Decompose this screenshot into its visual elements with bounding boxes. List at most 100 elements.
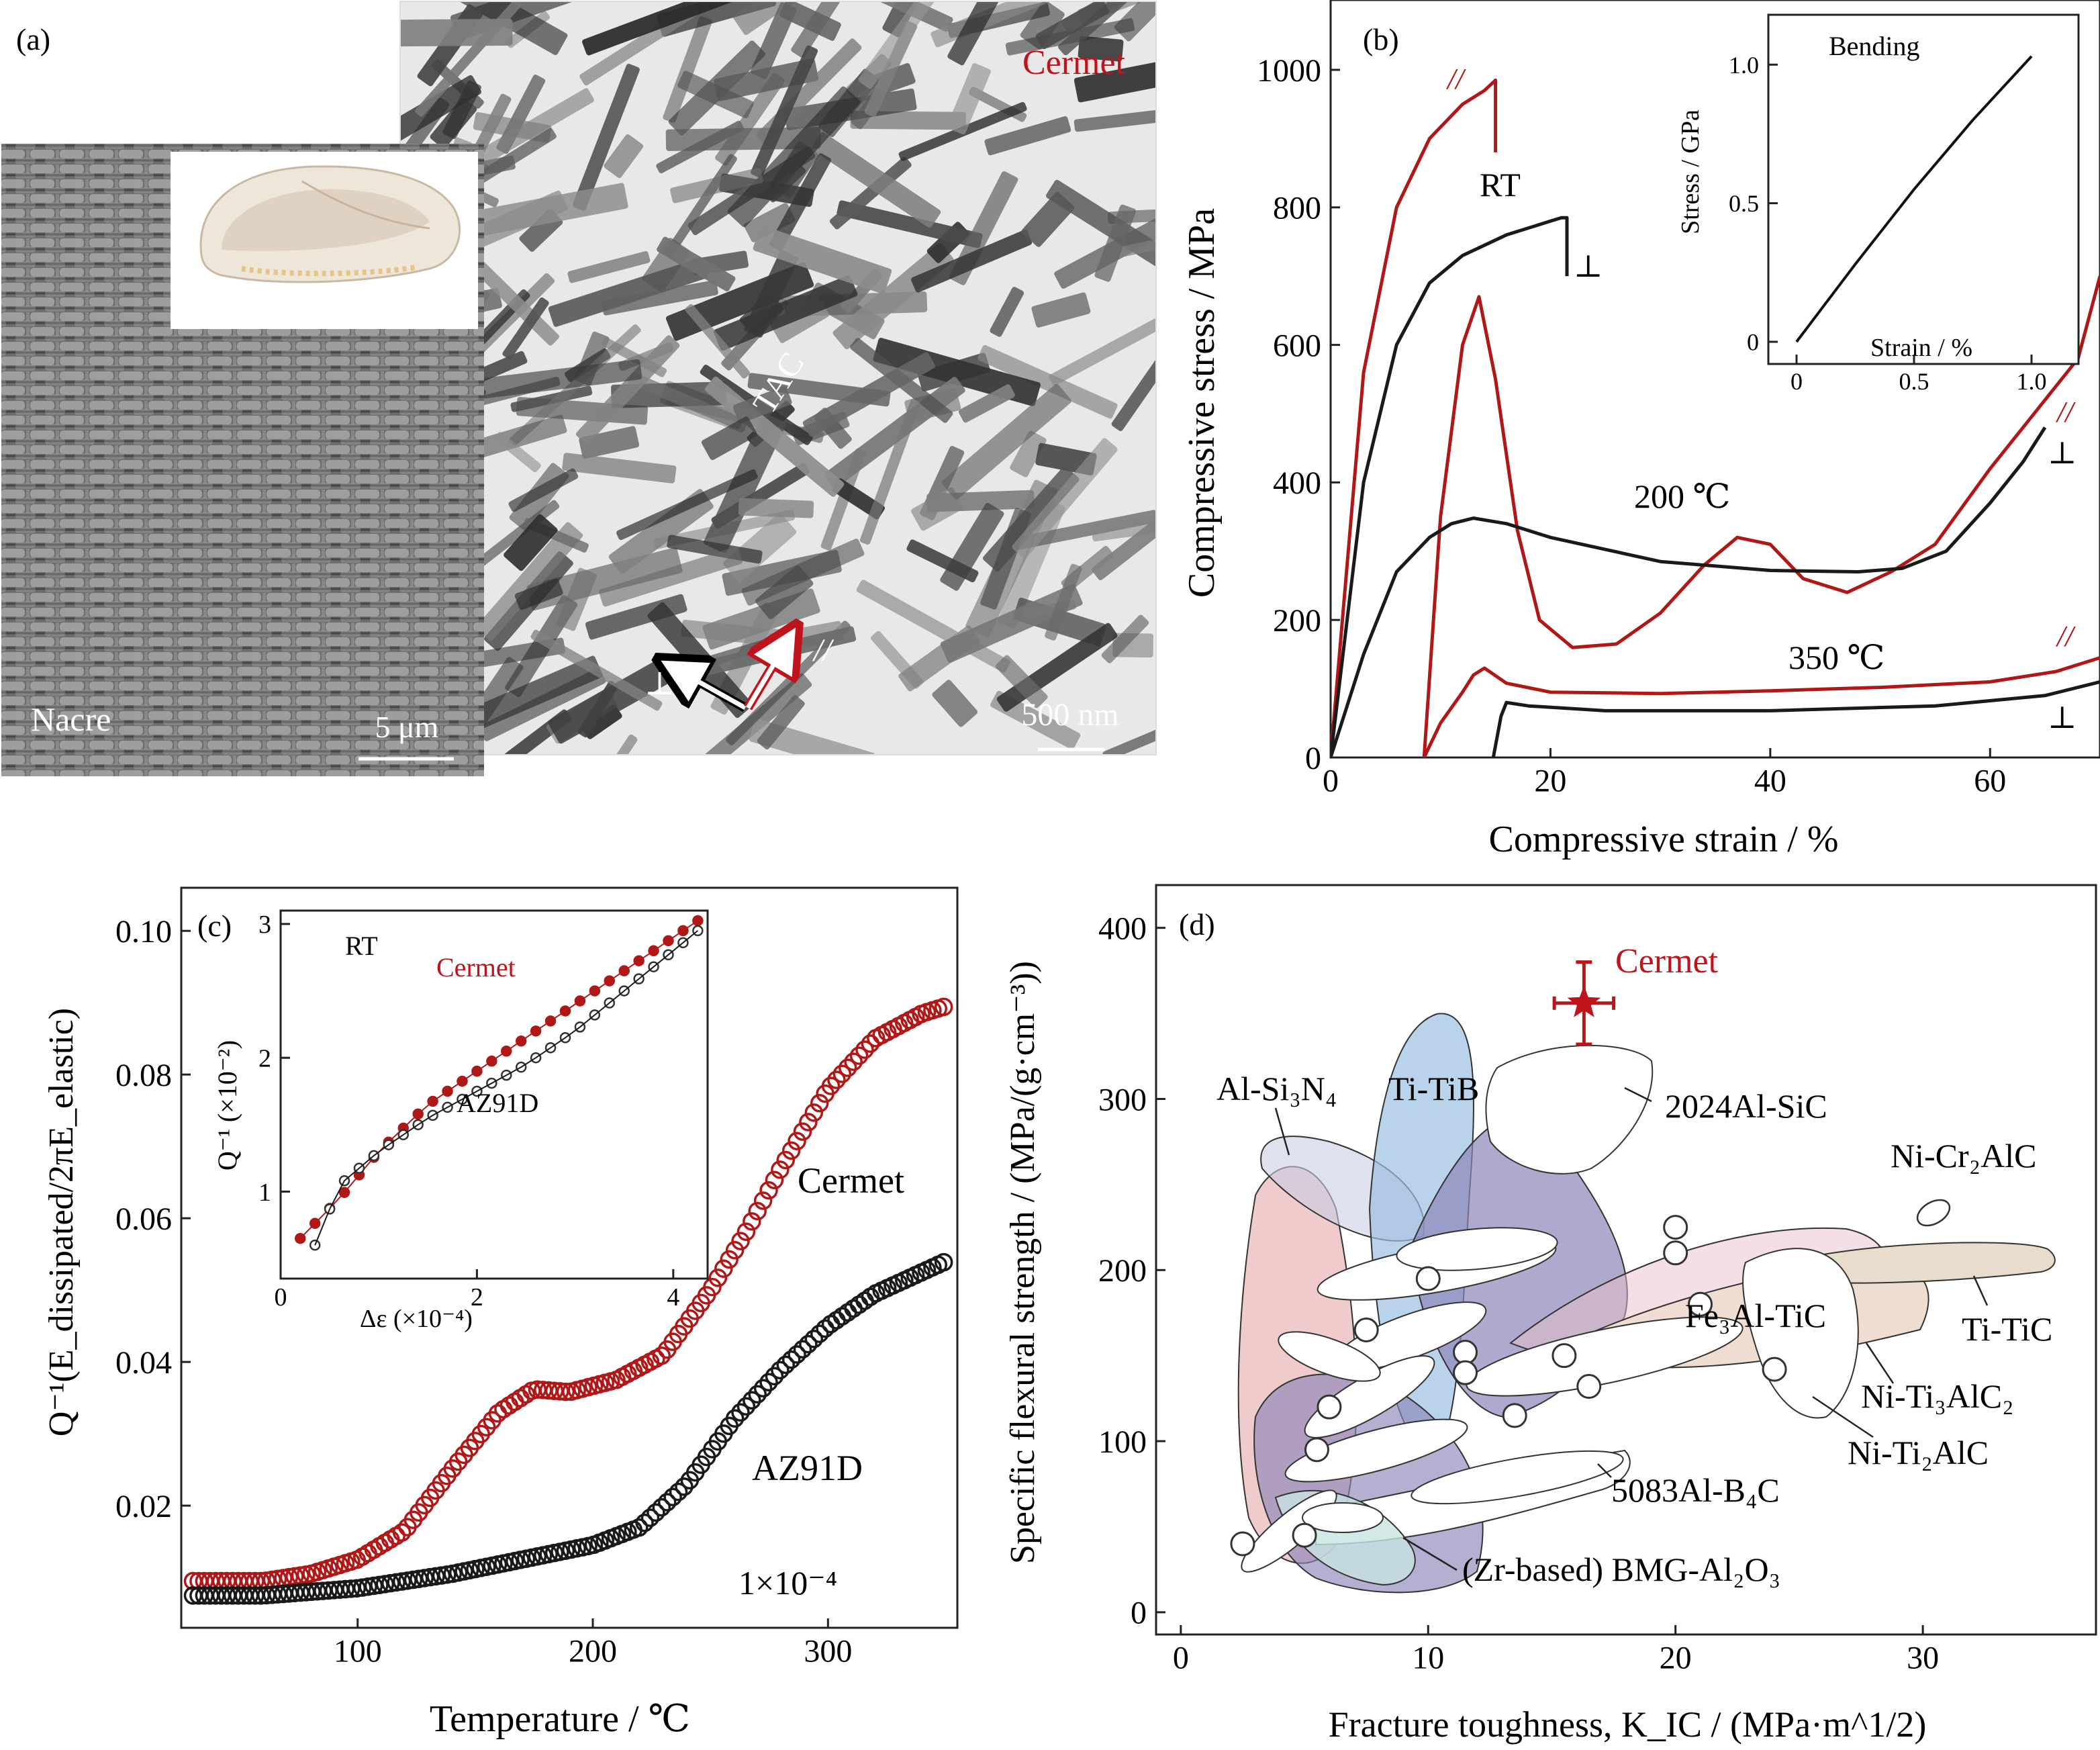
tac-crystal [1058, 1, 1129, 56]
tac-crystal [940, 584, 1083, 663]
inset-c-frame [279, 909, 709, 1280]
d-data-marker [1292, 1522, 1317, 1548]
c-point-cermet [793, 1122, 812, 1141]
inset-b-label: Bending [1829, 31, 1920, 61]
c-point-cermet [839, 1058, 857, 1077]
d-ytick-label: 100 [1098, 1424, 1147, 1460]
label-al-si3n4: Al-Si₃N₄ [1216, 1070, 1337, 1107]
tac-crystal [530, 629, 663, 711]
label-ni-ti3alc2: Ni-Ti₃AlC₂ [1861, 1377, 2014, 1415]
region-2024al-sic [1485, 1044, 1654, 1175]
tac-crystal [837, 200, 983, 248]
tac-crystal [701, 416, 757, 461]
tac-crystal [1114, 1, 1156, 42]
tac-crystal [494, 432, 541, 473]
tac-crystal [604, 134, 644, 179]
c-point-cermet [556, 1382, 575, 1401]
tac-crystal [1112, 239, 1156, 259]
tac-crystal [755, 565, 814, 620]
tac-crystal [751, 45, 818, 178]
tac-crystal [514, 578, 563, 610]
d-data-marker [1663, 1215, 1688, 1240]
tac-crystal [1073, 58, 1156, 103]
c-point-az91d [804, 1330, 824, 1348]
perp-symbol: ⊥ [645, 666, 675, 702]
panel-a-tag: (a) [16, 22, 50, 56]
tac-crystal [526, 547, 683, 611]
tac-crystal [462, 128, 557, 193]
tac-crystal [579, 426, 640, 459]
tac-crystal [1013, 510, 1156, 551]
tac-crystal [685, 304, 751, 379]
b-inset-xlabel: Strain / % [1870, 334, 1972, 362]
c-xtick-label: 300 [804, 1633, 852, 1669]
c-point-cermet [787, 1132, 806, 1150]
tac-crystal [1094, 204, 1137, 282]
tac-crystal [1010, 430, 1047, 477]
bi-ytick-label: 1.0 [1729, 52, 1759, 79]
c-point-az91d [640, 1508, 660, 1527]
c-point-cermet [731, 1232, 750, 1250]
tac-crystal [504, 514, 558, 571]
c-point-az91d [629, 1518, 649, 1537]
b-xtick-label: 20 [1534, 763, 1566, 798]
c-inset-cermet-label: Cermet [436, 952, 516, 982]
tac-crystal [753, 226, 892, 294]
c-point-az91d [635, 1514, 654, 1532]
c-point-cermet [771, 1160, 790, 1179]
b-series-line-3 [1331, 426, 2047, 757]
label-az91d-c: AZ91D [752, 1448, 863, 1488]
tac-crystal [1111, 352, 1156, 431]
d-data-marker [1688, 1291, 1713, 1317]
c-point-az91d [839, 1303, 857, 1322]
c-point-cermet [765, 1170, 784, 1189]
c-ytick-label: 0.10 [115, 914, 172, 950]
bi-bending-line [1795, 55, 2033, 343]
c-point-az91d [855, 1291, 874, 1310]
tac-crystal [582, 1, 747, 56]
c-point-cermet [934, 997, 953, 1017]
tac-crystal [1045, 563, 1082, 641]
b-ytick-label: 400 [1273, 465, 1321, 501]
ellipse-region-7 [1302, 1502, 1384, 1533]
c-ytick-label: 0.02 [115, 1489, 172, 1524]
bi-ytick-label: 0 [1747, 329, 1759, 356]
rt-par-marker: // [1445, 62, 1466, 95]
tac-crystal [802, 352, 935, 437]
panel-c: 100 200 300 0.02 0.04 0.06 0.08 0.10 Cermet AZ9… [115, 886, 959, 1669]
orientation-markers: // ⊥ // ⊥ // ⊥ [1445, 62, 2077, 735]
c-point-az91d [725, 1409, 745, 1428]
c-xlabel: Temperature / ℃ [430, 1698, 690, 1740]
d-xtick-label: 20 [1660, 1640, 1692, 1675]
c-inset-xlabel: Δε (×10⁻⁴) [360, 1305, 473, 1333]
c-point-az91d [781, 1350, 801, 1369]
c-point-cermet [736, 1222, 756, 1242]
ellipse-region-5 [1284, 1418, 1468, 1483]
tem-scale-label: 500 nm [1021, 697, 1118, 733]
d-data-marker [1552, 1343, 1577, 1369]
c-point-az91d [675, 1477, 694, 1496]
ci-xtick-label: 0 [275, 1283, 287, 1311]
tac-crystal [608, 489, 714, 575]
tac-crystal [1031, 292, 1091, 328]
leader-lines [1274, 1087, 1989, 1571]
tac-crystal [738, 498, 814, 518]
label-ni-cr2alc: Ni-Cr₂AlC [1891, 1137, 2036, 1175]
b-series-line-2 [1422, 275, 2100, 757]
c-point-cermet [776, 1150, 796, 1170]
cermet-label-d: Cermet [1615, 942, 1719, 980]
tac-crystal [832, 243, 954, 350]
t350-par-marker: // [2055, 620, 2076, 653]
tac-crystal [864, 21, 918, 118]
b-xtick-label: 60 [1974, 763, 2006, 798]
b-xtick-label: 40 [1754, 763, 1786, 798]
tac-crystal [723, 513, 797, 582]
c-point-az91d [657, 1493, 677, 1512]
tac-crystal [829, 156, 912, 230]
tac-crystal [572, 64, 640, 211]
tac-crystal [871, 631, 924, 689]
panel-d-tag: (d) [1179, 907, 1215, 941]
bi-xtick-label: 0 [1791, 368, 1803, 395]
tac-crystal [714, 58, 819, 101]
panel-b-tag: (b) [1363, 22, 1399, 56]
